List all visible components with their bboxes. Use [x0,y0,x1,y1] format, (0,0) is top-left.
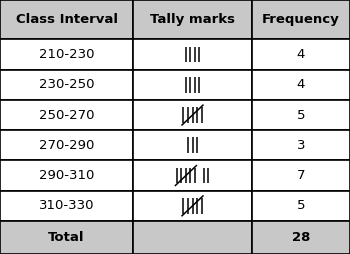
Bar [252,39,350,70]
Text: 3: 3 [297,139,305,152]
Bar [252,221,350,254]
Text: 7: 7 [297,169,305,182]
Bar [0,70,133,100]
Text: 290-310: 290-310 [39,169,94,182]
Bar [0,161,133,191]
Text: 210-230: 210-230 [39,48,94,61]
Bar [0,0,133,39]
Bar [252,191,350,221]
Text: 270-290: 270-290 [39,139,94,152]
Text: Total: Total [48,231,85,244]
Text: 250-270: 250-270 [39,108,94,122]
Bar [133,70,252,100]
Bar [0,191,133,221]
Bar [0,221,133,254]
Text: 310-330: 310-330 [39,199,94,212]
Text: Tally marks: Tally marks [150,13,235,26]
Text: 4: 4 [297,78,305,91]
Bar [252,130,350,161]
Text: 4: 4 [297,48,305,61]
Bar [133,221,252,254]
Bar [252,70,350,100]
Bar [252,0,350,39]
Text: 230-250: 230-250 [39,78,94,91]
Text: 5: 5 [297,199,305,212]
Bar [252,100,350,130]
Bar [133,39,252,70]
Bar [133,130,252,161]
Bar [252,161,350,191]
Bar [0,100,133,130]
Text: 5: 5 [297,108,305,122]
Text: Frequency: Frequency [262,13,340,26]
Text: 28: 28 [292,231,310,244]
Text: Class Interval: Class Interval [15,13,118,26]
Bar [133,100,252,130]
Bar [133,0,252,39]
Bar [0,39,133,70]
Bar [133,191,252,221]
Bar [133,161,252,191]
Bar [0,130,133,161]
